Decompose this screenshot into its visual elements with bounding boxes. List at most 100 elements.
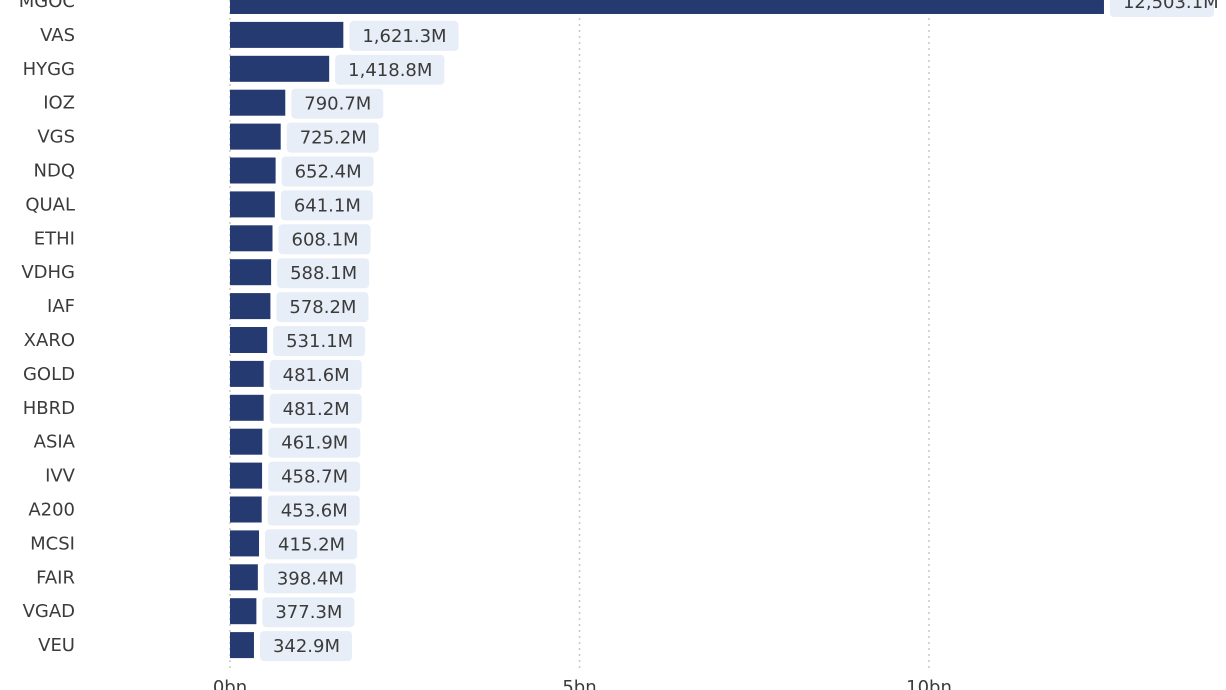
data-label-text: 12,503.1M [1123,0,1219,13]
data-label: 458.7M [268,461,361,492]
data-label-text: 481.2M [283,399,350,420]
data-label: 652.4M [281,156,374,187]
category-label: IAF [47,296,75,317]
data-label-text: 377.3M [275,602,342,623]
category-labels: MGOC VAS HYGG IOZ VGS NDQ QUAL ETHI VDHG IAF XARO G… [19,0,76,656]
x-axis-ticks: 0bn 5bn 10bn [213,677,952,690]
data-label-bg [349,20,459,51]
data-label-bg [280,190,373,221]
category-label: QUAL [25,194,75,215]
data-label-bg [262,597,355,628]
data-label-text: 725.2M [300,128,367,149]
data-labels: 12,503.1M 1,621.3M 1,418.8M 790.7M 725.2M 652… [259,0,1219,662]
bar-vdhg[interactable] [230,259,272,286]
data-label: 641.1M [280,190,373,221]
data-label-bg [273,326,366,356]
data-label: 588.1M [277,258,370,289]
data-label: 1,621.3M [349,20,459,51]
bar-hygg[interactable] [230,55,330,82]
data-label-bg [1109,0,1214,17]
data-label-text: 652.4M [295,162,362,183]
data-label: 725.2M [286,122,379,153]
data-label: 415.2M [265,529,358,560]
data-label-text: 458.7M [281,467,348,488]
data-label-bg [276,292,369,323]
category-label: MGOC [19,0,75,12]
category-label: VDHG [21,262,75,283]
bar-ivv[interactable] [230,462,263,489]
x-tick-label: 5bn [562,677,596,690]
data-label-text: 1,418.8M [348,60,432,81]
data-label: 1,418.8M [335,54,445,85]
data-label-text: 588.1M [290,263,357,284]
bar-xaro[interactable] [230,327,268,353]
category-label: VGAD [23,601,75,622]
data-label-bg [277,258,370,289]
data-label: 481.6M [269,359,362,390]
bar-qual[interactable] [230,191,275,218]
category-label: HYGG [23,59,75,80]
category-label: FAIR [36,567,75,588]
category-label: ASIA [34,432,76,453]
data-label: 461.9M [268,427,361,458]
data-label: 12,503.1M [1109,0,1219,17]
bar-asia[interactable] [230,428,263,455]
data-label-text: 481.6M [283,365,350,386]
data-label: 481.2M [269,393,362,424]
bar-gold[interactable] [230,360,264,387]
data-label-bg [268,427,361,458]
bar-a200[interactable] [230,496,262,523]
data-label-bg [265,529,358,560]
data-label-bg [263,563,356,594]
data-label-bg [286,122,379,153]
bar-mcsi[interactable] [230,530,260,557]
data-label-text: 578.2M [289,297,356,318]
category-label: A200 [28,500,75,521]
data-label-text: 342.9M [273,636,340,657]
bar-vgad[interactable] [230,598,257,625]
bar-vgs[interactable] [230,123,281,150]
category-label: IVV [45,466,76,487]
data-label-text: 790.7M [304,94,371,115]
data-label-text: 531.1M [286,331,353,352]
category-label: ETHI [34,228,75,249]
data-label-text: 641.1M [294,195,361,216]
data-label-bg [281,156,374,187]
bar-mgoc[interactable] [230,0,1104,14]
category-label: HBRD [23,398,75,419]
x-tick-label: 0bn [213,677,247,690]
bar-ioz[interactable] [230,89,286,116]
data-label-bg [269,359,362,390]
bar-hbrd[interactable] [230,394,264,421]
category-label: VGS [37,127,75,148]
bar-ethi[interactable] [230,225,273,252]
data-label-text: 1,621.3M [362,26,446,47]
bar-iaf[interactable] [230,293,271,320]
category-label: VAS [40,25,75,46]
bar-vas[interactable] [230,21,344,48]
bar-fair[interactable] [230,564,258,591]
data-label-text: 461.9M [281,433,348,454]
data-label-text: 398.4M [277,568,344,589]
data-label: 608.1M [278,224,371,255]
data-label-bg [267,495,360,526]
category-label: GOLD [23,364,75,385]
bars [230,0,1104,659]
bar-ndq[interactable] [230,157,276,184]
data-label-bg [278,224,371,255]
category-label: MCSI [30,533,75,554]
data-label: 531.1M [273,326,366,356]
data-label-bg [269,393,362,424]
data-label: 578.2M [276,292,369,323]
category-label: VEU [38,635,75,656]
data-label: 398.4M [263,563,356,594]
data-label-bg [291,88,384,119]
category-label: IOZ [43,93,75,114]
data-label: 453.6M [267,495,360,526]
category-label: XARO [24,330,75,351]
data-label-text: 453.6M [281,501,348,522]
bar-veu[interactable] [230,632,254,659]
category-label: NDQ [34,161,76,182]
data-label-text: 415.2M [278,534,345,555]
